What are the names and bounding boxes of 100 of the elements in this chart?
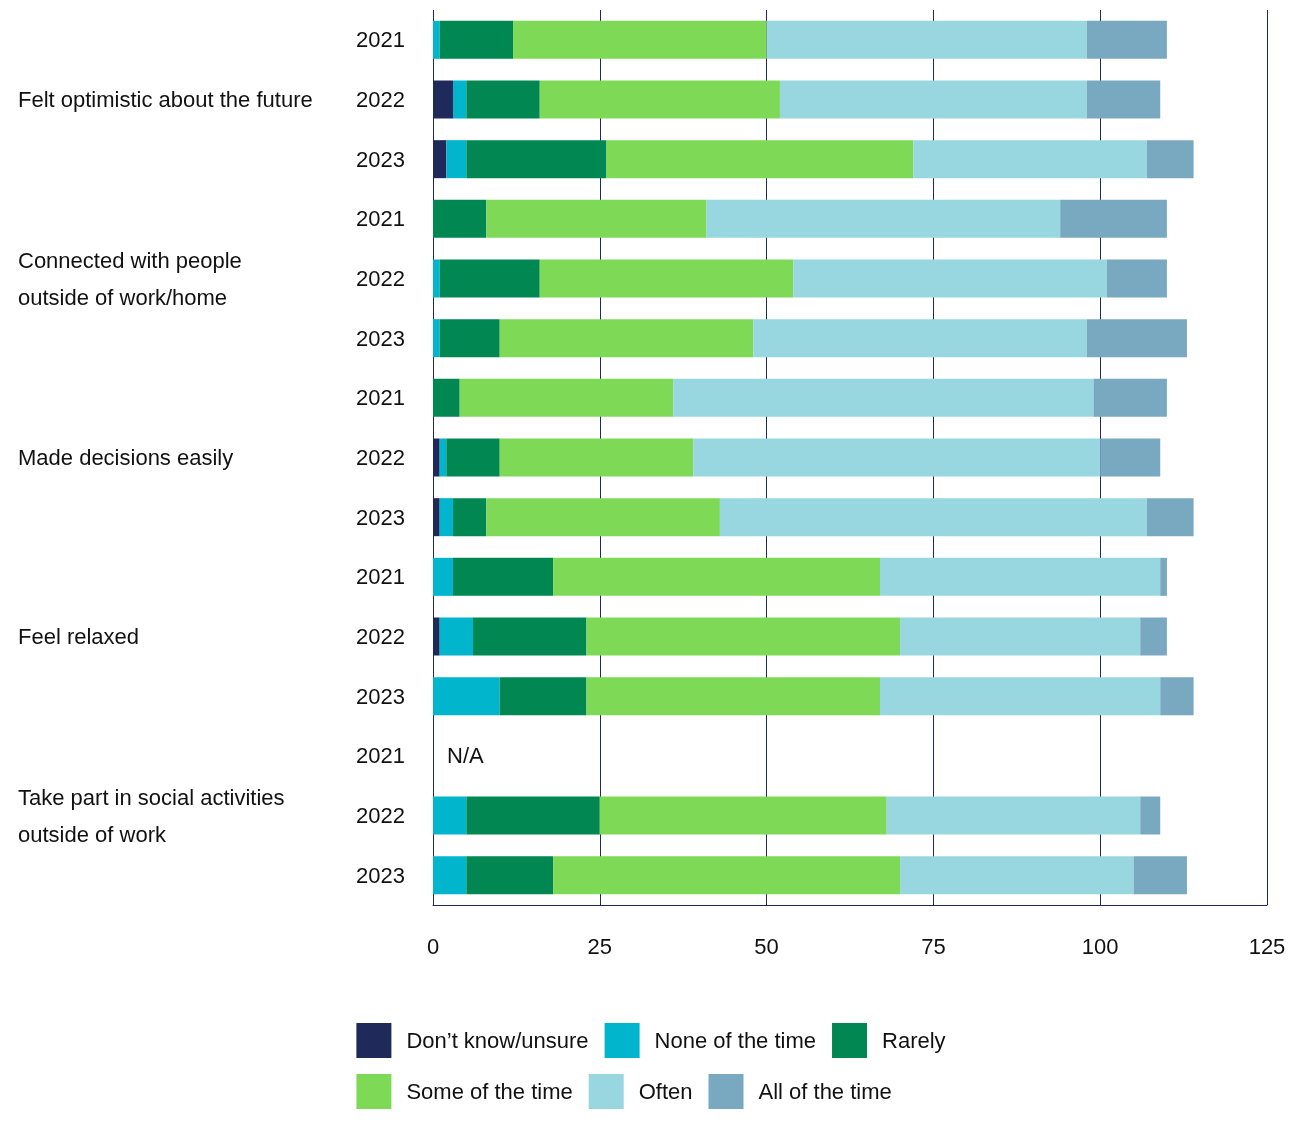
legend-label: All of the time — [758, 1079, 892, 1104]
bar — [1060, 199, 1167, 238]
x-tick-label: 50 — [754, 933, 779, 959]
bar — [1086, 80, 1161, 119]
bar — [1093, 378, 1167, 417]
y-tick-label: 2023 — [356, 504, 405, 530]
bar — [1133, 856, 1187, 895]
y-tick-label: 2023 — [356, 683, 405, 709]
legend-label: Rarely — [882, 1028, 946, 1053]
bar — [439, 259, 540, 298]
x-tick-label: 25 — [587, 933, 613, 959]
bar — [433, 557, 454, 596]
text: Felt optimistic about the future — [18, 87, 313, 112]
x-tick-label: 75 — [921, 933, 946, 959]
bar — [1100, 438, 1161, 477]
legend-label: Some of the time — [406, 1079, 573, 1104]
legend-label: None of the time — [654, 1028, 817, 1053]
bar — [439, 498, 454, 537]
bar — [880, 557, 1161, 596]
bar — [1160, 677, 1194, 716]
legend-label: Often — [638, 1079, 693, 1104]
bar — [599, 796, 887, 835]
bar — [433, 20, 440, 59]
bar — [553, 856, 901, 895]
bar — [886, 796, 1141, 835]
bar — [900, 856, 1134, 895]
bar — [1160, 557, 1167, 596]
bar — [433, 856, 467, 895]
bar — [439, 438, 447, 477]
y-tick-label: 2023 — [356, 325, 405, 351]
bar — [459, 378, 674, 417]
bar — [473, 617, 587, 656]
bar — [439, 319, 500, 358]
bar — [753, 319, 1087, 358]
bar — [446, 438, 500, 477]
bar — [433, 378, 460, 417]
x-tick-label: 0 — [426, 933, 440, 959]
bar — [706, 199, 1061, 238]
bar — [439, 617, 474, 656]
y-tick-label: 2021 — [356, 27, 405, 53]
y-tick-label: 2023 — [356, 862, 405, 888]
bar — [1140, 796, 1161, 835]
bar — [453, 557, 554, 596]
text: Connected with people outside of work/home — [18, 247, 248, 310]
text: Feel relaxed — [18, 624, 140, 649]
text: Made decisions easily — [18, 445, 234, 470]
bar — [486, 498, 720, 537]
bar — [453, 80, 467, 119]
bar — [433, 259, 440, 298]
bar — [793, 259, 1107, 298]
bar — [433, 199, 487, 238]
bar — [466, 796, 600, 835]
bar — [880, 677, 1161, 716]
bar — [719, 498, 1147, 537]
bar — [499, 319, 754, 358]
y-tick-label: 2022 — [356, 624, 405, 649]
bar — [466, 856, 554, 895]
y-tick-label: 2021 — [356, 564, 405, 590]
bar — [433, 319, 440, 358]
bar — [539, 259, 794, 298]
bar — [439, 20, 514, 59]
bar — [433, 796, 467, 835]
bar — [606, 140, 914, 179]
y-tick-label: 2021 — [356, 385, 405, 411]
x-tick-label: 100 — [1081, 933, 1119, 959]
bar — [693, 438, 1101, 477]
bar — [553, 557, 881, 596]
y-tick-label: 2021 — [356, 206, 405, 232]
legend-label: Don’t know/unsure — [406, 1028, 589, 1053]
bar — [446, 140, 467, 179]
bar — [913, 140, 1147, 179]
y-tick-label: 2023 — [356, 146, 405, 172]
bar — [499, 438, 694, 477]
bar — [766, 20, 1087, 59]
bar — [486, 199, 707, 238]
bar — [466, 80, 540, 119]
bar — [1146, 140, 1194, 179]
bar — [1146, 498, 1194, 537]
bar — [1086, 20, 1167, 59]
bar — [433, 677, 500, 716]
x-tick-label: 125 — [1248, 933, 1286, 959]
y-tick-label: 2022 — [356, 803, 405, 828]
bar — [586, 617, 901, 656]
bar — [499, 677, 587, 716]
bar — [539, 80, 780, 119]
bar — [1140, 617, 1167, 656]
text: Take part in social activities outside of work — [18, 784, 291, 847]
bar — [779, 80, 1087, 119]
bar — [586, 677, 881, 716]
bar — [1106, 259, 1167, 298]
y-tick-label: 2022 — [356, 266, 405, 291]
bar — [673, 378, 1094, 417]
y-tick-label: 2022 — [356, 445, 405, 470]
bar — [1086, 319, 1187, 358]
y-tick-label: 2021 — [356, 743, 405, 769]
annotation: N/A — [447, 743, 484, 769]
bar — [453, 498, 487, 537]
bar — [900, 617, 1141, 656]
bar — [513, 20, 767, 59]
bar — [466, 140, 607, 179]
